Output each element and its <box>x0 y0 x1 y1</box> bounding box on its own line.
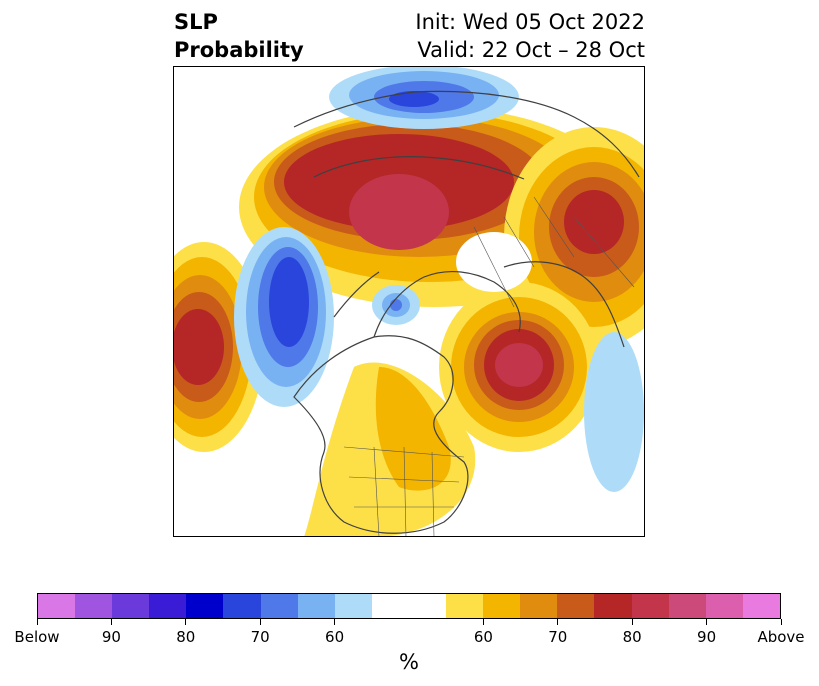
colorbar-segment <box>38 594 76 618</box>
colorbar-tick-label: 60 <box>325 628 345 646</box>
probability-map <box>173 66 645 537</box>
colorbar-tick-label: 90 <box>101 628 121 646</box>
colorbar-segment <box>520 594 558 618</box>
colorbar-segment <box>742 594 780 618</box>
colorbar-segment <box>297 594 335 618</box>
colorbar-tick <box>557 619 559 625</box>
below-anomaly-east <box>584 332 644 492</box>
colorbar-tick-label: 60 <box>473 628 493 646</box>
colorbar-segment <box>186 594 224 618</box>
colorbar <box>37 593 781 619</box>
colorbar-segment <box>631 594 669 618</box>
borders <box>343 196 635 536</box>
init-date: Init: Wed 05 Oct 2022 <box>415 10 645 34</box>
colorbar-segment <box>334 594 372 618</box>
colorbar-tick <box>259 619 261 625</box>
coastlines <box>293 90 640 534</box>
title-line-1: SLP <box>174 10 218 34</box>
date-info: Init: Wed 05 Oct 2022 Valid: 22 Oct – 28… <box>415 8 645 64</box>
neutral-zone <box>456 232 532 292</box>
colorbar-segment <box>260 594 298 618</box>
below-anomaly-pole <box>372 285 420 325</box>
colorbar-tick <box>482 619 484 625</box>
colorbar-tick-label: 70 <box>548 628 568 646</box>
colorbar-segment <box>594 594 632 618</box>
colorbar-tick-label: 80 <box>176 628 196 646</box>
colorbar-segment <box>483 594 521 618</box>
colorbar-segment <box>557 594 595 618</box>
colorbar-segment <box>75 594 113 618</box>
colorbar-segment <box>149 594 187 618</box>
colorbar-tick <box>334 619 336 625</box>
colorbar-segment <box>446 594 484 618</box>
colorbar-tick <box>706 619 708 625</box>
colorbar-segment <box>668 594 706 618</box>
colorbar-tick <box>631 619 633 625</box>
colorbar-segment <box>705 594 743 618</box>
below-anomaly-atlantic <box>234 227 334 407</box>
colorbar-tick-label: 70 <box>250 628 270 646</box>
title-line-2: Probability <box>174 38 304 62</box>
colorbar-unit: % <box>399 650 419 674</box>
colorbar-segment <box>371 594 447 618</box>
colorbar-tick <box>780 619 782 625</box>
colorbar-tick <box>36 619 38 625</box>
map-title: SLP Probability <box>174 8 304 64</box>
colorbar-tick <box>185 619 187 625</box>
colorbar-tick-label: 90 <box>697 628 717 646</box>
valid-range: Valid: 22 Oct – 28 Oct <box>417 38 645 62</box>
colorbar-segment <box>112 594 150 618</box>
colorbar-tick-label: Above <box>757 628 805 646</box>
above-anomaly-pacific <box>439 282 599 452</box>
colorbar-tick-label: 80 <box>622 628 642 646</box>
colorbar-segment <box>223 594 261 618</box>
map-svg <box>174 67 644 536</box>
colorbar-tick-label: Below <box>14 628 60 646</box>
colorbar-tick <box>110 619 112 625</box>
below-anomaly-arctic <box>329 67 519 129</box>
